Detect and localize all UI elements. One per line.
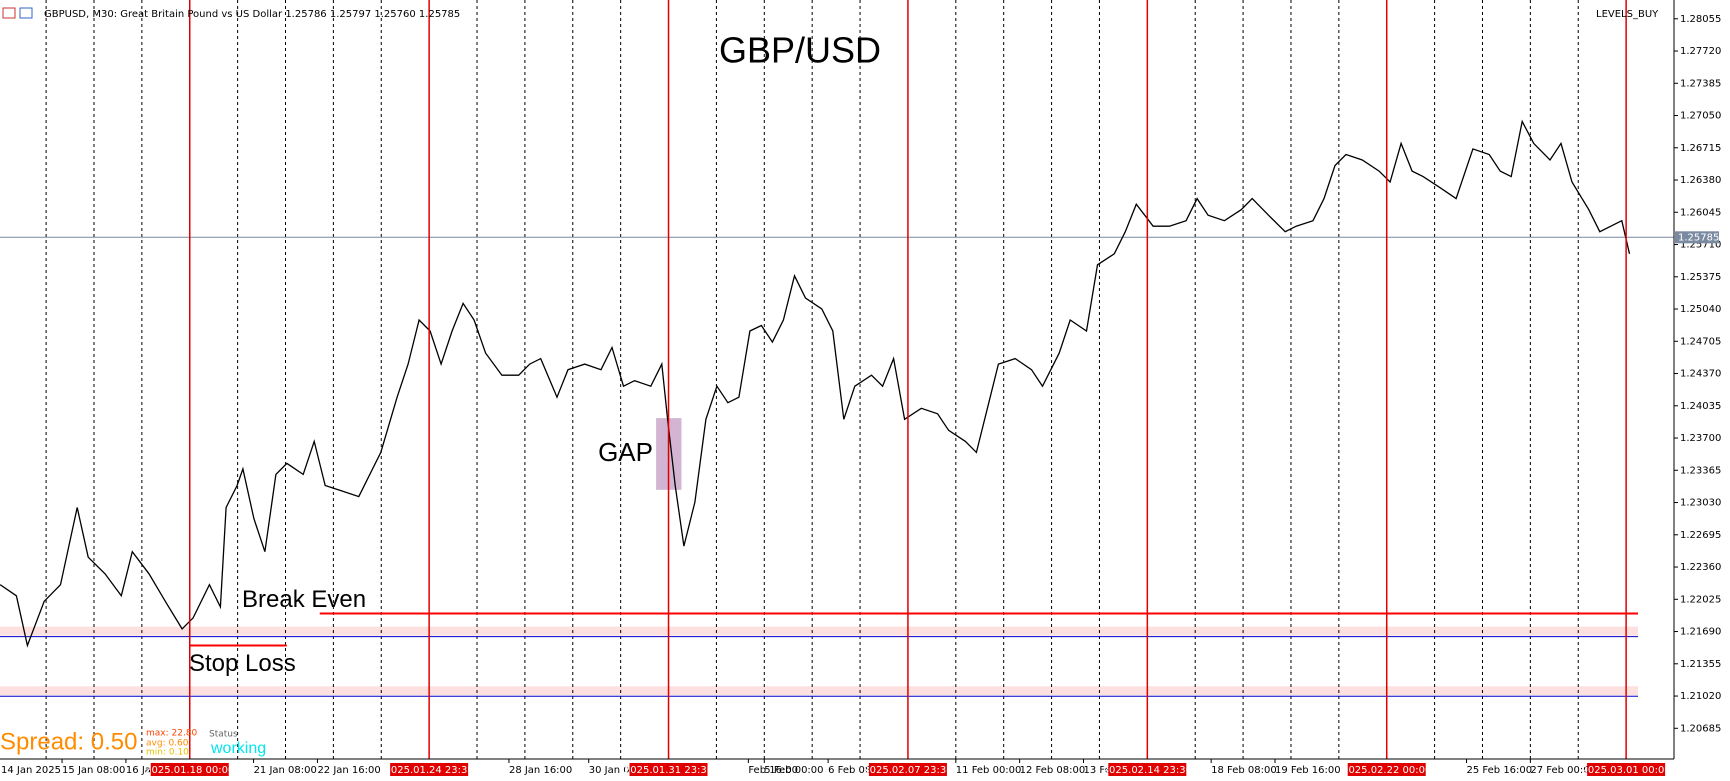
x-tick-label: 15 Jan 08:00: [62, 765, 125, 776]
x-tick-label: 21 Jan 08:00: [254, 765, 317, 776]
x-tick-label: 6 Feb 08:: [828, 765, 875, 776]
y-tick-label: 1.22360: [1680, 562, 1721, 573]
y-tick-label: 1.25040: [1680, 304, 1721, 315]
separator-label: 2025.01.18 00:00: [145, 765, 234, 776]
price-tag: [1675, 231, 1719, 244]
spread-max: max: 22.80: [146, 729, 198, 739]
x-tick-label: 22 Jan 16:00: [317, 765, 380, 776]
chart-title: GBP/USD: [719, 30, 881, 71]
y-tick-label: 1.23365: [1680, 465, 1721, 476]
y-tick-label: 1.26045: [1680, 207, 1721, 218]
y-tick-label: 1.28055: [1680, 14, 1721, 25]
separator-label: 2025.01.31 23:30: [624, 765, 713, 776]
x-tick-label: 19 Feb 16:00: [1275, 765, 1341, 776]
separator-label: 2025.02.22 00:00: [1342, 765, 1431, 776]
x-tick-label: 16 Jan: [126, 765, 157, 776]
y-tick-label: 1.27385: [1680, 78, 1721, 89]
separator-tag: [1108, 763, 1187, 776]
x-tick-label: 25 Feb 16:00: [1467, 765, 1533, 776]
y-tick-label: 1.21355: [1680, 659, 1721, 670]
level-band: [0, 686, 1638, 696]
y-tick-label: 1.27050: [1680, 111, 1721, 122]
x-tick-label: Feb 16:00: [748, 765, 798, 776]
price-label: 1.25785: [1678, 232, 1719, 243]
separator-label: 2025.01.24 23:30: [385, 765, 474, 776]
y-tick-label: 1.21690: [1680, 627, 1721, 638]
x-tick-label: 18 Feb 08:00: [1211, 765, 1277, 776]
x-tick-label: 30 Jan 08:00: [589, 765, 652, 776]
separator-label: 2025.03.01 00:00: [1581, 765, 1670, 776]
icon: [2, 7, 16, 19]
gap-label: GAP: [598, 437, 653, 467]
separator-tag: [1587, 763, 1666, 776]
level-label: Break Even: [242, 586, 366, 613]
separator-tag: [150, 763, 229, 776]
indicator-name: LEVELS_BUY: [1596, 9, 1659, 20]
y-tick-label: 1.25375: [1680, 272, 1721, 283]
separator-tag: [1347, 763, 1426, 776]
y-tick-label: 1.23030: [1680, 498, 1721, 509]
y-tick-label: 1.20685: [1680, 723, 1721, 734]
header: GBPUSD, M30: Great Britain Pound vs US D…: [44, 9, 460, 20]
y-tick-label: 1.24035: [1680, 401, 1721, 412]
status-value: working: [210, 740, 266, 757]
y-tick-label: 1.25710: [1680, 240, 1721, 251]
separator-tag: [868, 763, 947, 776]
x-tick-label: 12 Feb 08:00: [1020, 765, 1086, 776]
y-tick-label: 1.26715: [1680, 143, 1721, 154]
y-tick-label: 1.24370: [1680, 369, 1721, 380]
x-tick-label: 27 Feb 00:00: [1530, 765, 1596, 776]
y-tick-label: 1.24705: [1680, 336, 1721, 347]
icon: [19, 7, 33, 19]
separator-tag: [390, 763, 469, 776]
separator-tag: [629, 763, 708, 776]
spread-avg: avg: 0.60: [146, 739, 189, 749]
spread-min: min: 0.10: [146, 748, 189, 758]
y-tick-label: 1.21020: [1680, 691, 1721, 702]
plot-area: [0, 0, 1675, 759]
level-label: Stop Loss: [189, 650, 296, 677]
x-tick-label: 28 Jan 16:00: [509, 765, 572, 776]
x-tick-label: 11 Feb 00:00: [956, 765, 1022, 776]
y-tick-label: 1.22695: [1680, 530, 1721, 541]
x-tick-label: 13 Fe: [1084, 765, 1111, 776]
x-tick-label: 14 Jan 2025: [1, 765, 61, 776]
price-series: [0, 119, 1631, 648]
status-label: Status: [209, 730, 238, 740]
y-tick-label: 1.26380: [1680, 175, 1721, 186]
x-tick-label: 5 Feb 00:00: [764, 765, 823, 776]
y-tick-label: 1.27720: [1680, 46, 1721, 57]
spread: Spread: 0.50: [0, 728, 137, 755]
separator-label: 2025.02.14 23:30: [1103, 765, 1192, 776]
y-tick-label: 1.22025: [1680, 594, 1721, 605]
level-band: [0, 626, 1638, 636]
separator-label: 2025.02.07 23:30: [863, 765, 952, 776]
y-tick-label: 1.23700: [1680, 433, 1721, 444]
